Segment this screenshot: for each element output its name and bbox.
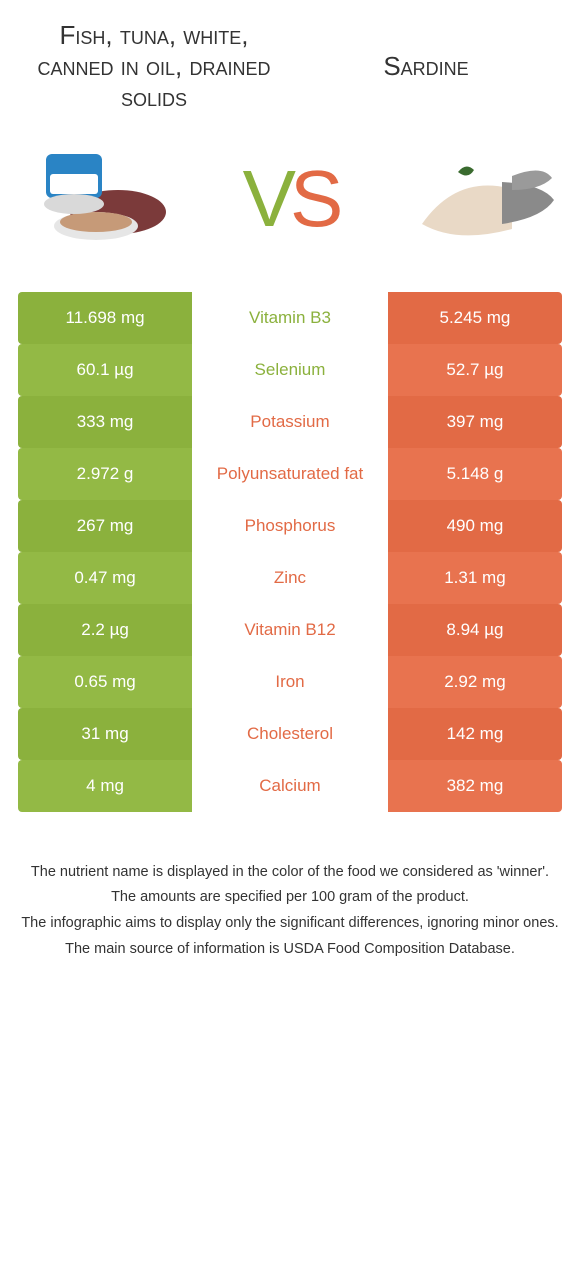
right-value: 382 mg xyxy=(388,760,562,812)
left-value: 2.2 µg xyxy=(18,604,192,656)
nutrient-row: 11.698 mgVitamin B35.245 mg xyxy=(18,292,562,344)
nutrient-name: Selenium xyxy=(192,344,388,396)
right-value: 2.92 mg xyxy=(388,656,562,708)
right-value: 5.148 g xyxy=(388,448,562,500)
footnotes: The nutrient name is displayed in the co… xyxy=(18,862,562,961)
left-food-image xyxy=(18,134,178,264)
title-row: Fish, tuna, white, canned in oil, draine… xyxy=(18,20,562,114)
nutrient-row: 2.2 µgVitamin B128.94 µg xyxy=(18,604,562,656)
nutrient-row: 4 mgCalcium382 mg xyxy=(18,760,562,812)
footnote-line: The nutrient name is displayed in the co… xyxy=(18,862,562,884)
left-value: 267 mg xyxy=(18,500,192,552)
infographic-container: Fish, tuna, white, canned in oil, draine… xyxy=(0,0,580,985)
nutrient-name: Vitamin B3 xyxy=(192,292,388,344)
left-value: 4 mg xyxy=(18,760,192,812)
footnote-line: The amounts are specified per 100 gram o… xyxy=(18,887,562,909)
nutrient-table: 11.698 mgVitamin B35.245 mg60.1 µgSeleni… xyxy=(18,292,562,812)
right-value: 397 mg xyxy=(388,396,562,448)
left-value: 333 mg xyxy=(18,396,192,448)
left-value: 11.698 mg xyxy=(18,292,192,344)
tuna-icon xyxy=(18,134,178,264)
vs-v: V xyxy=(243,153,290,245)
nutrient-name: Iron xyxy=(192,656,388,708)
footnote-line: The main source of information is USDA F… xyxy=(18,939,562,961)
right-value: 490 mg xyxy=(388,500,562,552)
left-food-title: Fish, tuna, white, canned in oil, draine… xyxy=(18,20,290,114)
vs-label: VS xyxy=(243,153,338,245)
nutrient-name: Calcium xyxy=(192,760,388,812)
nutrient-row: 0.65 mgIron2.92 mg xyxy=(18,656,562,708)
sardine-icon xyxy=(402,134,562,264)
right-value: 8.94 µg xyxy=(388,604,562,656)
nutrient-row: 60.1 µgSelenium52.7 µg xyxy=(18,344,562,396)
left-value: 2.972 g xyxy=(18,448,192,500)
footnote-line: The infographic aims to display only the… xyxy=(18,913,562,935)
right-value: 1.31 mg xyxy=(388,552,562,604)
nutrient-name: Polyunsaturated fat xyxy=(192,448,388,500)
nutrient-row: 31 mgCholesterol142 mg xyxy=(18,708,562,760)
left-value: 60.1 µg xyxy=(18,344,192,396)
vs-s: S xyxy=(290,153,337,245)
image-row: VS xyxy=(18,134,562,264)
right-food-image xyxy=(402,134,562,264)
nutrient-name: Potassium xyxy=(192,396,388,448)
nutrient-row: 0.47 mgZinc1.31 mg xyxy=(18,552,562,604)
left-value: 0.47 mg xyxy=(18,552,192,604)
left-value: 31 mg xyxy=(18,708,192,760)
nutrient-name: Vitamin B12 xyxy=(192,604,388,656)
right-value: 5.245 mg xyxy=(388,292,562,344)
nutrient-name: Zinc xyxy=(192,552,388,604)
left-value: 0.65 mg xyxy=(18,656,192,708)
right-food-title: Sardine xyxy=(290,51,562,82)
nutrient-row: 2.972 gPolyunsaturated fat5.148 g xyxy=(18,448,562,500)
nutrient-name: Phosphorus xyxy=(192,500,388,552)
right-value: 52.7 µg xyxy=(388,344,562,396)
nutrient-row: 267 mgPhosphorus490 mg xyxy=(18,500,562,552)
nutrient-name: Cholesterol xyxy=(192,708,388,760)
right-value: 142 mg xyxy=(388,708,562,760)
nutrient-row: 333 mgPotassium397 mg xyxy=(18,396,562,448)
